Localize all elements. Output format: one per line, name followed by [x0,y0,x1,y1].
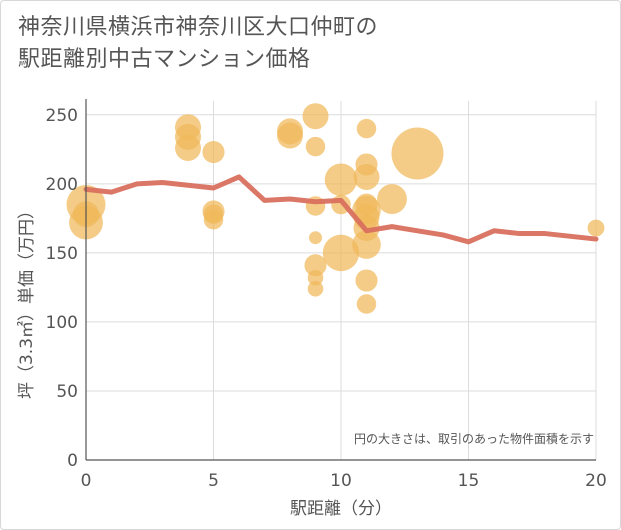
data-bubble [587,219,605,237]
data-bubble [307,280,324,297]
data-bubble [307,269,324,286]
x-tick-label: 5 [208,471,219,491]
data-bubble [277,122,303,149]
x-tick-label: 15 [458,471,480,491]
x-axis-title: 駅距離（分） [290,499,392,519]
axis-layer [85,99,596,461]
data-bubble [304,254,327,277]
data-bubble [305,136,326,157]
average-line-layer [83,174,599,245]
chart-title-line-2: 駅距離別中古マンション価格 [18,47,311,72]
data-bubble [352,230,381,259]
y-tick-label: 0 [67,451,78,471]
y-tick-label: 250 [46,106,78,126]
data-bubble [302,103,329,130]
label-layer: 0 50 100 150 200 250 0 5 10 15 20 駅距離（分） 坪（3.3㎡）単価（万… [17,106,607,519]
y-tick-label: 150 [46,244,78,264]
chart-title-line-1: 神奈川県横浜市神奈川区大口仲町の [18,15,379,40]
data-bubble [175,134,201,161]
data-bubble [356,294,377,314]
x-tick-label: 10 [330,471,352,491]
x-tick-label: 0 [81,471,92,491]
x-tick-label: 20 [585,471,607,491]
y-axis-title: 坪（3.3㎡）単価（万円） [17,202,37,399]
average-price-line [83,174,599,245]
data-bubble [324,163,358,196]
data-bubble [391,127,444,180]
data-bubble [202,141,225,164]
data-bubble [309,231,322,245]
chart-title: 神奈川県横浜市神奈川区大口仲町の 駅距離別中古マンション価格 [18,12,378,76]
data-bubble [353,163,380,190]
data-bubble [355,269,378,292]
data-bubble [356,118,377,139]
grid-layer [86,101,597,460]
bubble-layer [66,103,605,314]
data-bubble [322,234,360,272]
data-bubble [377,184,407,214]
y-tick-label: 200 [46,175,78,195]
bubble-size-note: 円の大きさは、取引のあった物件面積を示す [354,431,594,446]
data-bubble [203,209,224,230]
y-tick-label: 100 [46,313,78,333]
y-tick-label: 50 [56,382,78,402]
